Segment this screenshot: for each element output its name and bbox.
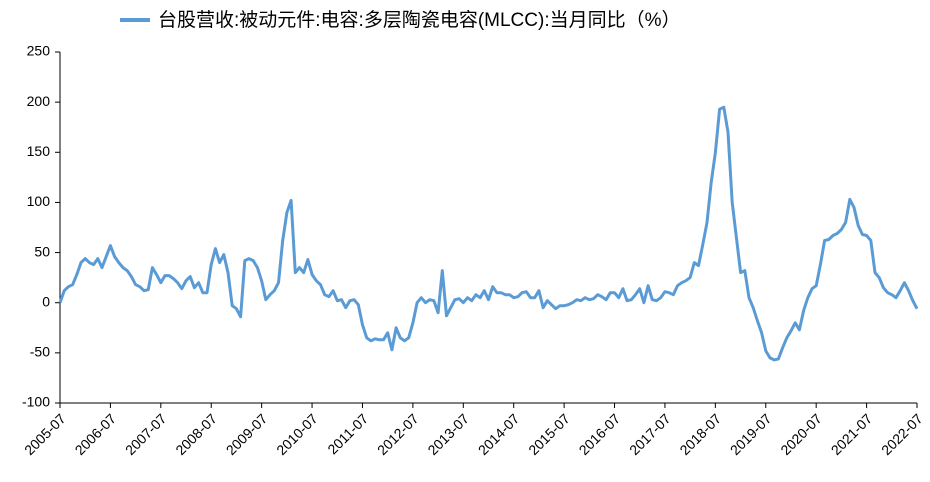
x-tick-label: 2007-07: [122, 410, 170, 458]
x-tick-label: 2010-07: [273, 410, 321, 458]
y-tick-label: 200: [27, 93, 51, 109]
x-tick-label: 2016-07: [576, 410, 624, 458]
x-tick-label: 2005-07: [21, 410, 69, 458]
x-tick-label: 2008-07: [172, 410, 220, 458]
series-line: [58, 105, 919, 362]
x-tick-label: 2006-07: [71, 410, 119, 458]
y-tick-label: 150: [27, 143, 51, 159]
y-tick-label: 50: [34, 243, 50, 259]
x-tick-label: 2009-07: [223, 410, 271, 458]
y-tick-label: -50: [30, 344, 50, 360]
y-tick-label: -100: [22, 394, 50, 410]
y-tick-label: 100: [27, 193, 51, 209]
x-tick-label: 2012-07: [374, 410, 422, 458]
y-tick-label: 250: [27, 43, 51, 59]
x-tick-label: 2013-07: [424, 410, 472, 458]
x-tick-label: 2014-07: [475, 410, 523, 458]
x-tick-label: 2011-07: [324, 410, 371, 457]
x-tick-label: 2019-07: [727, 410, 775, 458]
x-tick-label: 2021-07: [828, 410, 876, 458]
x-tick-label: 2020-07: [777, 410, 825, 458]
x-tick-label: 2022-07: [878, 410, 926, 458]
y-tick-label: 0: [42, 293, 50, 309]
x-tick-label: 2018-07: [676, 410, 724, 458]
x-tick-label: 2017-07: [626, 410, 674, 458]
legend-label: 台股营收:被动元件:电容:多层陶瓷电容(MLCC):当月同比（%）: [158, 9, 681, 31]
x-tick-label: 2015-07: [525, 410, 573, 458]
